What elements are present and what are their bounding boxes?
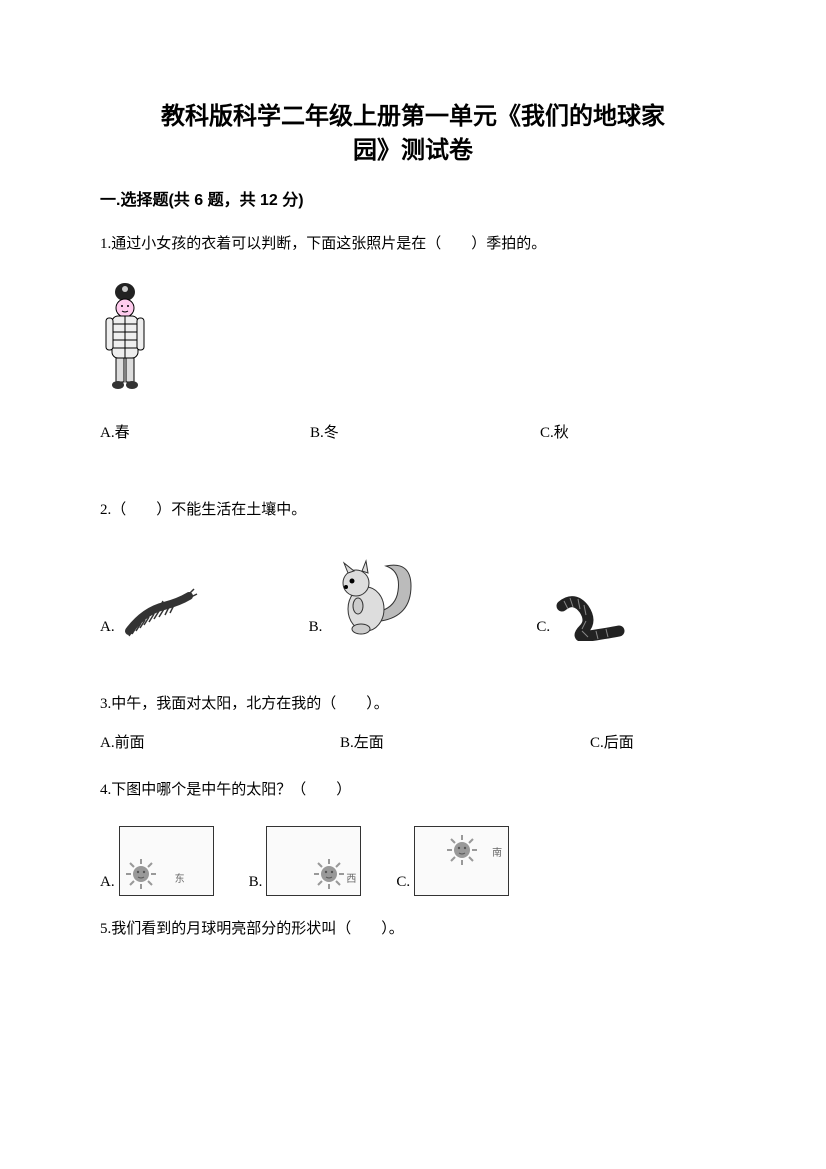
q1-opt-a: A.春 xyxy=(100,420,240,447)
q3-text: 3.中午，我面对太阳，北方在我的（ ）。 xyxy=(100,691,726,718)
q2-opt-a: A. xyxy=(100,586,209,641)
dir-west: 西 xyxy=(346,871,356,889)
sun-west-box: 西 xyxy=(266,826,361,896)
question-4: 4.下图中哪个是中午的太阳？（ ） A. 东 xyxy=(100,777,726,896)
centipede-image xyxy=(119,586,209,641)
q3-opt-c: C.后面 xyxy=(590,730,634,757)
q5-text: 5.我们看到的月球明亮部分的形状叫（ ）。 xyxy=(100,916,726,943)
q4-options: A. 东 B. xyxy=(100,826,726,896)
q4-opt-c: C. 南 xyxy=(396,826,509,896)
q4-opt-a: A. 东 xyxy=(100,826,214,896)
q1-opt-c: C.秋 xyxy=(540,420,569,447)
section-1-header: 一.选择题(共 6 题，共 12 分) xyxy=(100,187,726,216)
question-3: 3.中午，我面对太阳，北方在我的（ ）。 A.前面 B.左面 C.后面 xyxy=(100,691,726,757)
q3-opt-a: A.前面 xyxy=(100,730,270,757)
squirrel-image xyxy=(326,551,416,641)
sun-east-box: 东 xyxy=(119,826,214,896)
q1-opt-b: B.冬 xyxy=(310,420,470,447)
sun-south-box: 南 xyxy=(414,826,509,896)
earthworm-image xyxy=(554,591,634,641)
question-5: 5.我们看到的月球明亮部分的形状叫（ ）。 xyxy=(100,916,726,943)
question-2: 2.（ ）不能生活在土壤中。 A. B. xyxy=(100,497,726,641)
q3-options: A.前面 B.左面 C.后面 xyxy=(100,730,726,757)
q1-options: A.春 B.冬 C.秋 xyxy=(100,420,726,447)
title-line-1: 教科版科学二年级上册第一单元《我们的地球家 xyxy=(161,103,665,130)
q2-opt-b: B. xyxy=(309,551,417,641)
q4-opt-b: B. 西 xyxy=(249,826,362,896)
q3-opt-b: B.左面 xyxy=(340,730,520,757)
question-1: 1.通过小女孩的衣着可以判断，下面这张照片是在（ ）季拍的。 A.春 B.冬 C… xyxy=(100,231,726,447)
q2-text: 2.（ ）不能生活在土壤中。 xyxy=(100,497,726,524)
q4-text: 4.下图中哪个是中午的太阳？（ ） xyxy=(100,777,726,804)
q2-opt-c: C. xyxy=(536,591,634,641)
page-title: 教科版科学二年级上册第一单元《我们的地球家 园》测试卷 xyxy=(100,100,726,167)
dir-south: 南 xyxy=(492,845,502,863)
title-line-2: 园》测试卷 xyxy=(353,137,473,164)
dir-east: 东 xyxy=(175,871,185,889)
q2-options: A. B. xyxy=(100,551,726,641)
girl-winter-image xyxy=(100,280,150,395)
q1-text: 1.通过小女孩的衣着可以判断，下面这张照片是在（ ）季拍的。 xyxy=(100,231,726,258)
